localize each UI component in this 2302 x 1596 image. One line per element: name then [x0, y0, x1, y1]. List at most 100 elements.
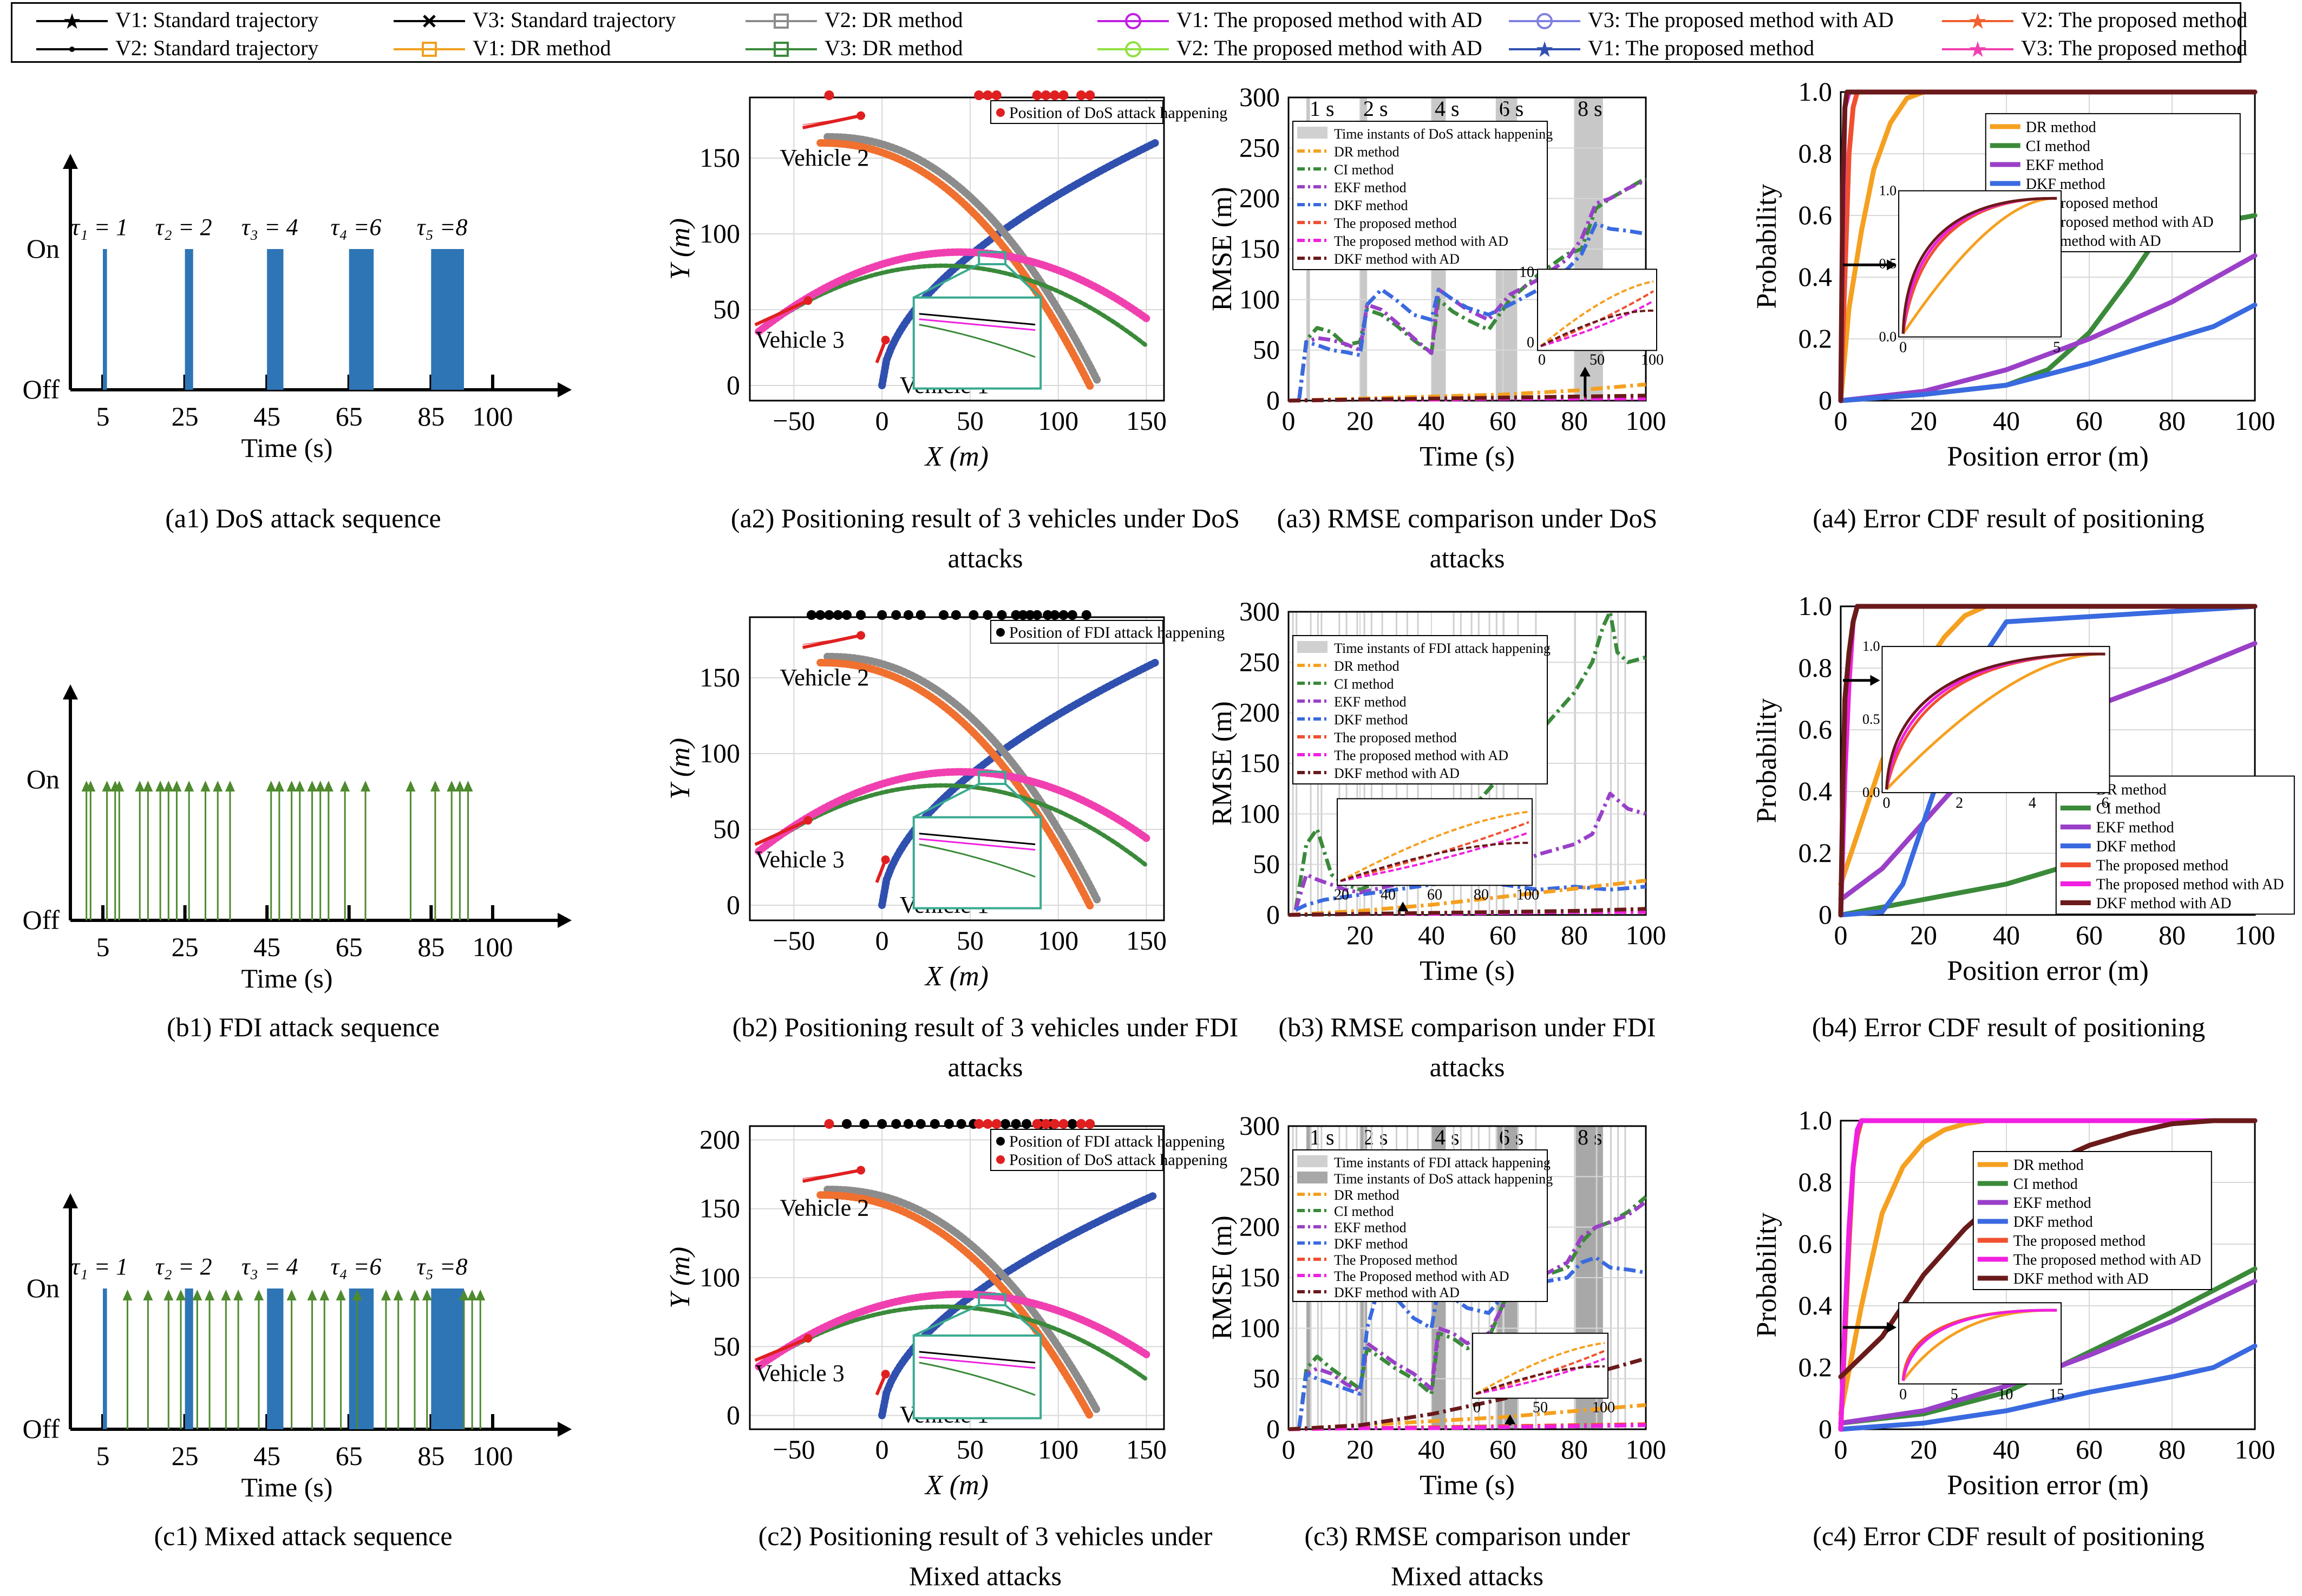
fdi-arrow-icon — [459, 1290, 469, 1300]
x-tick-label: 100 — [2235, 405, 2275, 436]
y-tick-label: 0.8 — [1799, 1167, 1833, 1197]
inset-x-tick: 0 — [1899, 1386, 1907, 1403]
legend-star-marker: ★ — [1535, 40, 1554, 59]
dos-attack-marker — [1085, 1119, 1095, 1129]
cdf-legend-label: The proposed method — [2013, 1233, 2146, 1250]
inset-x-tick: 0 — [1883, 795, 1891, 812]
fdi-arrow-icon — [254, 1290, 264, 1300]
y-tick-label: 1.0 — [1799, 591, 1833, 621]
legend-marker-icon — [394, 42, 465, 57]
y-axis-title: Y (m) — [665, 738, 696, 800]
start-arrow-v2-head-icon — [856, 111, 866, 120]
legend-square-marker — [774, 42, 789, 57]
y-tick-label: 50 — [713, 294, 740, 324]
y-axis-arrow-icon — [63, 684, 78, 699]
x-tick-label: 0 — [875, 405, 889, 436]
series-line — [1288, 396, 1646, 403]
rmse-legend-label: The Proposed method — [1334, 1252, 1457, 1268]
label-vehicle-3: Vehicle 3 — [755, 846, 845, 873]
fdi-attack-marker — [833, 610, 843, 620]
inset-x-tick: 0 — [1899, 339, 1907, 356]
legend-item-label: V2: Standard trajectory — [115, 36, 319, 60]
rmse-legend-label: The proposed method with AD — [1334, 233, 1508, 249]
inset-curve-ad — [919, 1356, 1036, 1369]
attack-legend-label: Position of FDI attack happening — [1009, 1133, 1225, 1150]
legend-circle-marker — [1536, 13, 1553, 29]
fdi-arrow-icon — [307, 781, 317, 792]
band-label: 1 s — [1310, 96, 1335, 121]
legend-item-label: V1: The proposed method — [1588, 36, 1815, 60]
dos-attack-marker — [1050, 1119, 1060, 1129]
x-tick-label: 20 — [1910, 920, 1937, 950]
cdf-legend-box — [1972, 1151, 2212, 1290]
fdi-attack-marker — [903, 1119, 913, 1129]
x-axis-title: X (m) — [924, 961, 989, 992]
x-tick-label: 60 — [2076, 920, 2103, 950]
start-arrow-v2-head-icon — [856, 631, 866, 640]
inset-x-tick: 50 — [1533, 1399, 1548, 1416]
inset-curve-dr — [919, 1362, 1036, 1396]
inset-x-tick: 10 — [1998, 1386, 2013, 1403]
y-tick-on: On — [27, 764, 60, 794]
legend-item-label: V1: The proposed method with AD — [1176, 8, 1482, 32]
legend-band-swatch — [1297, 1172, 1327, 1183]
x-axis-title: Time (s) — [241, 433, 332, 463]
inset-series — [1475, 1357, 1605, 1395]
dos-bar — [185, 1288, 193, 1429]
cdf-legend-label: DR method — [2026, 119, 2096, 136]
y-tick-label: 50 — [1253, 849, 1280, 879]
v3-trajectory — [755, 768, 1150, 855]
rmse-legend-label: DR method — [1334, 144, 1399, 160]
fdi-attack-marker — [969, 610, 979, 620]
caption-b3: (b3) RMSE comparison under FDI attacks — [1278, 1012, 1656, 1082]
cdf-curve — [1838, 253, 2258, 403]
inset-x-tick: 15 — [2049, 1386, 2064, 1403]
fdi-arrow-icon — [336, 1290, 346, 1300]
legend-item-label: V3: Standard trajectory — [473, 8, 676, 32]
y-tick-label: 200 — [699, 1124, 740, 1154]
v2-dr-trajectory — [823, 652, 1101, 904]
fdi-attack-marker — [842, 610, 852, 620]
x-tick-label: 85 — [417, 1441, 444, 1471]
fdi-arrow-icon — [295, 781, 305, 792]
y-tick-label: 250 — [1239, 646, 1280, 677]
tau-label: τ₁ = 1 — [71, 214, 128, 240]
y-axis-title: Y (m) — [665, 1247, 696, 1309]
rmse-legend-label: CI method — [1334, 1203, 1394, 1219]
legend-item-label: V1: DR method — [473, 36, 611, 60]
fdi-attack-marker — [891, 1119, 901, 1129]
x-tick-label: 40 — [1993, 1434, 2020, 1464]
inset-x-tick: 0 — [1473, 1399, 1481, 1416]
legend-item-label: V2: The proposed method with AD — [1176, 36, 1482, 60]
x-tick-label: 25 — [172, 1441, 199, 1471]
y-tick-off: Off — [22, 374, 60, 404]
x-axis-title: Time (s) — [1420, 956, 1515, 986]
fdi-arrow-icon — [340, 781, 350, 792]
inset-pointer-arrow-icon — [1870, 675, 1880, 686]
start-arrow-v2 — [802, 114, 861, 129]
v2-trajectory — [816, 139, 1094, 390]
x-tick-label: 5 — [96, 1441, 110, 1471]
y-tick-label: 300 — [1239, 1110, 1280, 1141]
dos-attack-marker — [1032, 90, 1042, 100]
y-tick-label: 1.0 — [1799, 76, 1833, 107]
fdi-arrow-icon — [352, 1290, 362, 1300]
legend-band-swatch — [1297, 127, 1327, 139]
y-tick-label: 300 — [1239, 596, 1280, 626]
legend-circle-marker — [1125, 41, 1141, 57]
fdi-attack-marker — [930, 1119, 940, 1129]
series-line — [1297, 221, 1646, 399]
dos-bar — [349, 1288, 374, 1429]
inset-curve-dr — [919, 324, 1036, 358]
dos-attack-marker — [974, 1119, 984, 1129]
fdi-arrow-icon — [164, 781, 174, 792]
label-vehicle-3: Vehicle 3 — [755, 1360, 845, 1386]
fdi-attack-marker — [856, 610, 866, 620]
cdf-legend-label: DKF method — [2026, 176, 2105, 193]
y-tick-label: 200 — [1239, 1212, 1280, 1242]
fdi-arrow-icon — [430, 781, 440, 792]
inset-x-tick: 50 — [1590, 351, 1605, 368]
label-vehicle-2: Vehicle 2 — [780, 145, 869, 171]
rmse-legend-box — [1292, 121, 1548, 270]
